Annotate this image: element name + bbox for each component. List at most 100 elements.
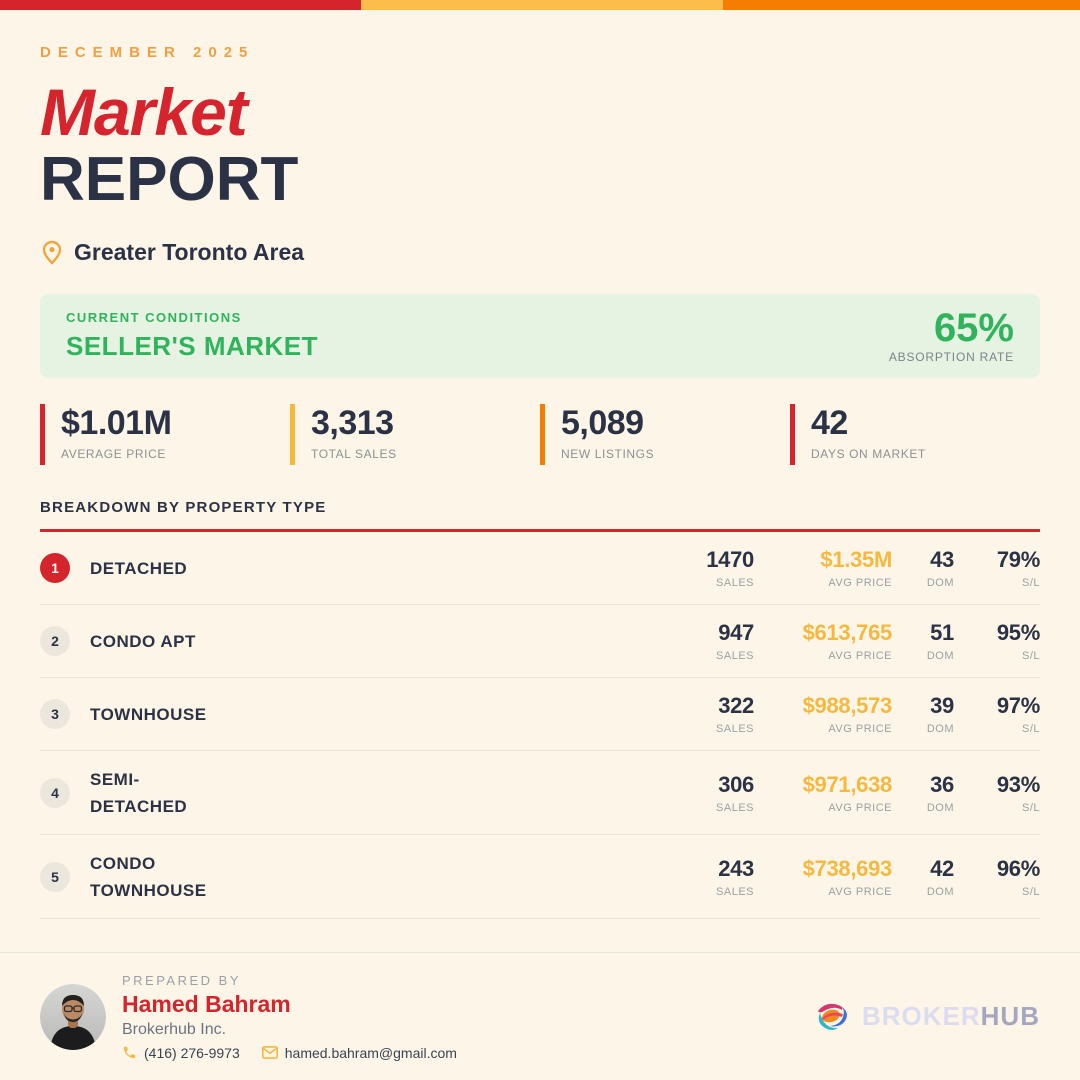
sales-value: 243 — [718, 856, 754, 882]
sales-label: SALES — [716, 801, 754, 814]
brokerhub-logo-icon — [812, 997, 852, 1037]
email-link[interactable]: hamed.bahram@gmail.com — [261, 1044, 457, 1061]
sl-label: S/L — [1021, 723, 1040, 736]
agent-company: Brokerhub Inc. — [122, 1020, 227, 1038]
metric-avg-price: $971,638 AVG PRICE — [754, 771, 893, 814]
property-name: DETACHED — [90, 558, 188, 578]
row-left: 3 TOWNHOUSE — [40, 699, 207, 730]
sl-label: S/L — [1021, 886, 1040, 899]
avg-price-label: AVG PRICE — [828, 886, 892, 899]
location-pin-icon — [40, 240, 64, 266]
metric-sales: 947 SALES — [662, 620, 754, 662]
avg-price-value: $613,765 — [802, 620, 893, 646]
metric-sales: 243 SALES — [662, 856, 754, 898]
sales-value: 322 — [718, 693, 754, 719]
table-row-condo-apt: 2 CONDO APT 947 SALES $613,765 AVG PRICE… — [40, 605, 1040, 678]
dom-label: DOM — [926, 886, 954, 899]
absorption-rate: 65% ABSORPTION RATE — [889, 308, 1014, 364]
dom-label: DOM — [926, 723, 954, 736]
phone-link[interactable]: (416) 276-9973 — [122, 1045, 240, 1061]
row-left: 2 CONDO APT — [40, 626, 196, 657]
property-table: 1 DETACHED 1470 SALES $1.35M AVG PRICE 4… — [40, 532, 1040, 920]
dom-value: 43 — [930, 547, 954, 573]
report-body: DECEMBER 2025 Market REPORT Greater Toro… — [0, 44, 1080, 920]
metric-avg-price: $1.35M AVG PRICE — [754, 547, 892, 589]
email-address: hamed.bahram@gmail.com — [284, 1044, 457, 1061]
stat-label: TOTAL SALES — [311, 446, 397, 461]
sl-value: 79% — [996, 547, 1040, 573]
row-left: 1 DETACHED — [40, 553, 188, 584]
property-name: SEMI- DETACHED — [90, 769, 188, 816]
top-bar-orange-segment — [722, 0, 1080, 10]
location-name: Greater Toronto Area — [74, 239, 305, 265]
sl-value: 93% — [996, 771, 1040, 797]
metric-avg-price: $988,573 AVG PRICE — [754, 693, 893, 735]
report-title-line1: Market — [40, 75, 248, 149]
sl-value: 97% — [996, 693, 1040, 719]
sl-label: S/L — [1021, 801, 1040, 814]
sales-label: SALES — [716, 577, 754, 590]
stat-total-sales: 3,313 TOTAL SALES — [290, 404, 540, 465]
stat-value: $1.01M — [61, 404, 172, 442]
row-metrics: 243 SALES $738,693 AVG PRICE 42 DOM 96% … — [662, 856, 1040, 898]
metric-dom: 43 DOM — [892, 547, 954, 589]
breakdown-divider-rule — [40, 528, 1040, 532]
agent-name: Hamed Bahram — [122, 990, 291, 1017]
stat-value: 3,313 — [311, 404, 394, 442]
avg-price-value: $1.35M — [820, 547, 892, 573]
agent-info: PREPARED BY Hamed Bahram Brokerhub Inc. … — [122, 973, 457, 1061]
avg-price-value: $738,693 — [802, 856, 893, 882]
sl-label: S/L — [1021, 577, 1040, 590]
table-row-condo-townhouse: 5 CONDO TOWNHOUSE 243 SALES $738,693 AVG… — [40, 835, 1040, 920]
stat-new-listings: 5,089 NEW LISTINGS — [540, 404, 790, 465]
prepared-by-label: PREPARED BY — [122, 972, 242, 988]
metric-dom: 42 DOM — [892, 856, 954, 898]
rank-badge: 3 — [40, 699, 70, 730]
agent-avatar — [40, 983, 106, 1050]
top-accent-bar — [0, 0, 1080, 10]
avg-price-value: $971,638 — [802, 771, 893, 797]
stat-label: DAYS ON MARKET — [811, 446, 926, 461]
stat-average-price: $1.01M AVERAGE PRICE — [40, 404, 290, 465]
metric-sales: 306 SALES — [662, 772, 754, 814]
metric-sl: 96% S/L — [954, 856, 1040, 898]
brokerhub-logo: BROKERHUB — [812, 997, 1040, 1037]
sl-value: 95% — [996, 620, 1040, 646]
metric-dom: 36 DOM — [892, 772, 954, 814]
conditions-left: CURRENT CONDITIONS SELLER'S MARKET — [66, 310, 318, 362]
key-stats-row: $1.01M AVERAGE PRICE 3,313 TOTAL SALES 5… — [40, 404, 1040, 465]
current-conditions-panel: CURRENT CONDITIONS SELLER'S MARKET 65% A… — [40, 294, 1040, 378]
metric-sales: 1470 SALES — [662, 547, 754, 589]
sales-label: SALES — [716, 723, 754, 736]
sales-label: SALES — [716, 886, 754, 899]
row-metrics: 322 SALES $988,573 AVG PRICE 39 DOM 97% … — [662, 693, 1040, 735]
sales-label: SALES — [716, 650, 754, 663]
property-name: CONDO TOWNHOUSE — [90, 854, 207, 901]
table-row-detached: 1 DETACHED 1470 SALES $1.35M AVG PRICE 4… — [40, 532, 1040, 605]
stat-days-on-market: 42 DAYS ON MARKET — [790, 404, 1040, 465]
row-left: 4 SEMI- DETACHED — [40, 766, 187, 820]
sales-value: 306 — [718, 771, 754, 797]
sales-value: 1470 — [706, 547, 754, 573]
metric-avg-price: $613,765 AVG PRICE — [754, 620, 893, 663]
rank-badge: 1 — [40, 553, 70, 584]
metric-dom: 51 DOM — [892, 620, 954, 662]
dom-label: DOM — [926, 577, 954, 590]
rank-badge: 2 — [40, 626, 70, 657]
row-left: 5 CONDO TOWNHOUSE — [40, 850, 207, 904]
metric-sl: 97% S/L — [954, 693, 1040, 735]
stat-value: 42 — [811, 404, 848, 442]
stat-label: NEW LISTINGS — [561, 446, 655, 461]
phone-number: (416) 276-9973 — [144, 1044, 240, 1061]
table-row-semi-detached: 4 SEMI- DETACHED 306 SALES $971,638 AVG … — [40, 751, 1040, 836]
property-name: CONDO APT — [90, 631, 196, 651]
brand-part1: BROKER — [861, 1001, 981, 1031]
metric-sl: 95% S/L — [954, 620, 1040, 662]
report-date: DECEMBER 2025 — [40, 44, 255, 61]
dom-label: DOM — [926, 650, 954, 663]
phone-icon — [122, 1045, 137, 1060]
rank-badge: 5 — [40, 862, 70, 893]
avg-price-label: AVG PRICE — [828, 650, 892, 663]
metric-sl: 93% S/L — [954, 772, 1040, 814]
avg-price-label: AVG PRICE — [828, 577, 892, 590]
